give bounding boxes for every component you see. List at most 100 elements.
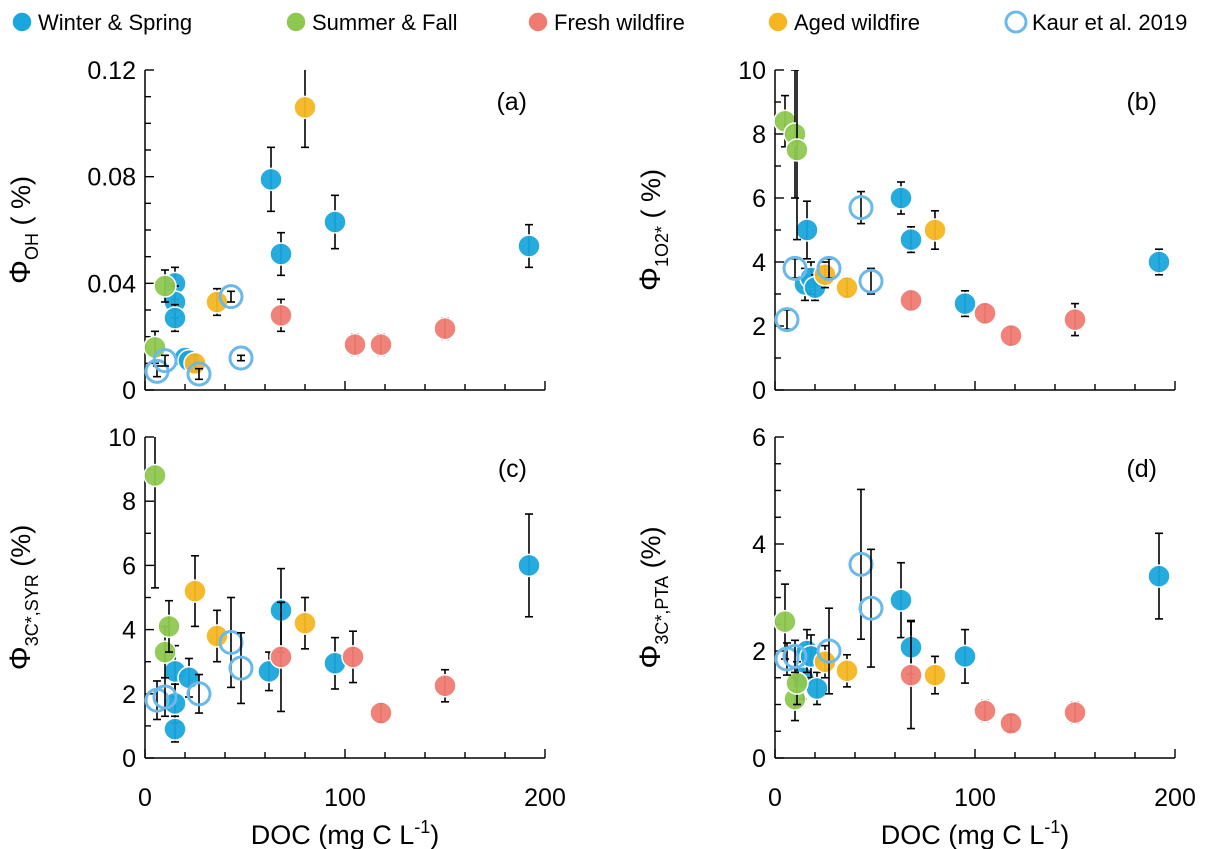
- marker: [228, 655, 254, 681]
- x-tick-label: 200: [1154, 784, 1196, 812]
- x-axis-title-main: DOC (mg C L: [251, 820, 415, 849]
- marker: [341, 645, 365, 669]
- legend-marker-sf: [285, 11, 307, 33]
- marker: [816, 638, 842, 664]
- data-point-aw: [205, 287, 229, 317]
- marker: [923, 218, 947, 242]
- marker: [433, 316, 457, 341]
- data-point-aw: [923, 655, 947, 695]
- marker: [848, 551, 874, 577]
- y-tick-label: 10: [738, 57, 766, 85]
- data-point-ws: [899, 226, 923, 254]
- marker: [163, 306, 187, 330]
- marker: [973, 301, 997, 325]
- legend-label-sf: Summer & Fall: [312, 10, 457, 35]
- legend-marker-fw: [527, 11, 549, 33]
- panel-label: (b): [1126, 88, 1157, 116]
- marker: [889, 186, 913, 210]
- y-axis-title-main: Φ: [4, 260, 37, 284]
- data-point-aw: [835, 653, 859, 688]
- data-point-ka: [228, 632, 254, 705]
- data-point-ka: [782, 639, 808, 674]
- y-tick-label: 2: [122, 681, 136, 709]
- marker: [953, 291, 977, 316]
- marker: [157, 614, 181, 639]
- data-point-ws: [953, 289, 977, 318]
- data-point-sf: [143, 437, 167, 589]
- y-axis-title-suffix: ( %): [6, 176, 36, 233]
- data-point-ws: [1147, 248, 1171, 276]
- y-axis-title-sub: OH: [22, 233, 42, 260]
- legend-entry-sf: Summer & Fall: [285, 10, 457, 35]
- y-tick-label: 8: [122, 488, 136, 516]
- data-point-ws: [953, 628, 977, 684]
- data-point-fw: [899, 288, 923, 313]
- series-fw: [269, 298, 457, 357]
- marker: [1147, 250, 1171, 274]
- data-point-ws: [269, 231, 293, 277]
- marker: [805, 676, 829, 701]
- data-point-fw: [369, 332, 393, 357]
- data-point-aw: [293, 70, 317, 149]
- marker: [433, 674, 457, 698]
- y-tick-label: 10: [108, 424, 136, 452]
- series-ka: [774, 488, 884, 695]
- marker: [293, 95, 317, 120]
- data-point-ws: [323, 636, 347, 690]
- marker: [183, 579, 207, 603]
- y-tick-label: 6: [752, 424, 766, 452]
- marker: [835, 275, 859, 300]
- panel-4: 0 2 4 6 0 100 200 DOC (mg C L-1) Φ3C*,PTA (%) (d): [634, 424, 1196, 849]
- data-point-ka: [782, 255, 808, 281]
- series-aw: [183, 70, 317, 376]
- marker: [1063, 307, 1087, 332]
- y-tick-label: 0: [752, 745, 766, 773]
- y-tick-label: 8: [752, 121, 766, 149]
- data-point-ws: [795, 200, 819, 260]
- data-point-fw: [433, 316, 457, 341]
- marker: [899, 663, 923, 687]
- y-axis-title-suffix: ( %): [636, 169, 666, 226]
- legend-marker-ka: [1004, 10, 1028, 34]
- marker: [343, 332, 367, 357]
- data-point-ka: [858, 548, 884, 668]
- data-point-fw: [1063, 700, 1087, 725]
- marker: [835, 659, 859, 683]
- series-ka: [144, 284, 254, 387]
- x-tick-label: 100: [324, 784, 366, 812]
- y-tick-label: 0: [122, 745, 136, 773]
- series-sf: [143, 269, 177, 365]
- y-axis-title-main: Φ: [4, 646, 37, 670]
- marker: [1147, 564, 1171, 588]
- panel-label: (c): [498, 455, 527, 483]
- legend-marker-ws: [11, 11, 33, 33]
- x-tick-label: 200: [524, 784, 566, 812]
- series-ka: [144, 596, 254, 721]
- data-point-aw: [923, 210, 947, 250]
- data-point-fw: [1063, 302, 1087, 337]
- y-tick-label: 4: [122, 617, 136, 645]
- marker: [899, 288, 923, 313]
- data-point-fw: [341, 630, 365, 684]
- marker: [848, 195, 874, 221]
- data-point-fw: [269, 601, 293, 713]
- marker: [228, 345, 254, 371]
- marker: [369, 701, 393, 725]
- legend-label-ka: Kaur et al. 2019: [1032, 10, 1187, 35]
- data-point-ws: [517, 513, 541, 618]
- marker: [153, 274, 177, 298]
- panel-1: 0 0.04 0.08 0.12 ΦOH ( %) (a): [4, 57, 546, 405]
- x-axis-title: DOC (mg C L-1): [881, 817, 1070, 849]
- marker: [259, 167, 283, 192]
- y-axis-title-sub: 3C*,PTA: [652, 576, 672, 645]
- marker: [858, 268, 884, 294]
- y-tick-label: 4: [752, 531, 766, 559]
- panel-label: (d): [1126, 455, 1157, 483]
- marker: [177, 666, 201, 690]
- y-axis-title: Φ3C*,SYR (%): [4, 525, 42, 670]
- data-point-sf: [153, 269, 177, 303]
- marker: [999, 711, 1023, 735]
- series-fw: [899, 620, 1087, 735]
